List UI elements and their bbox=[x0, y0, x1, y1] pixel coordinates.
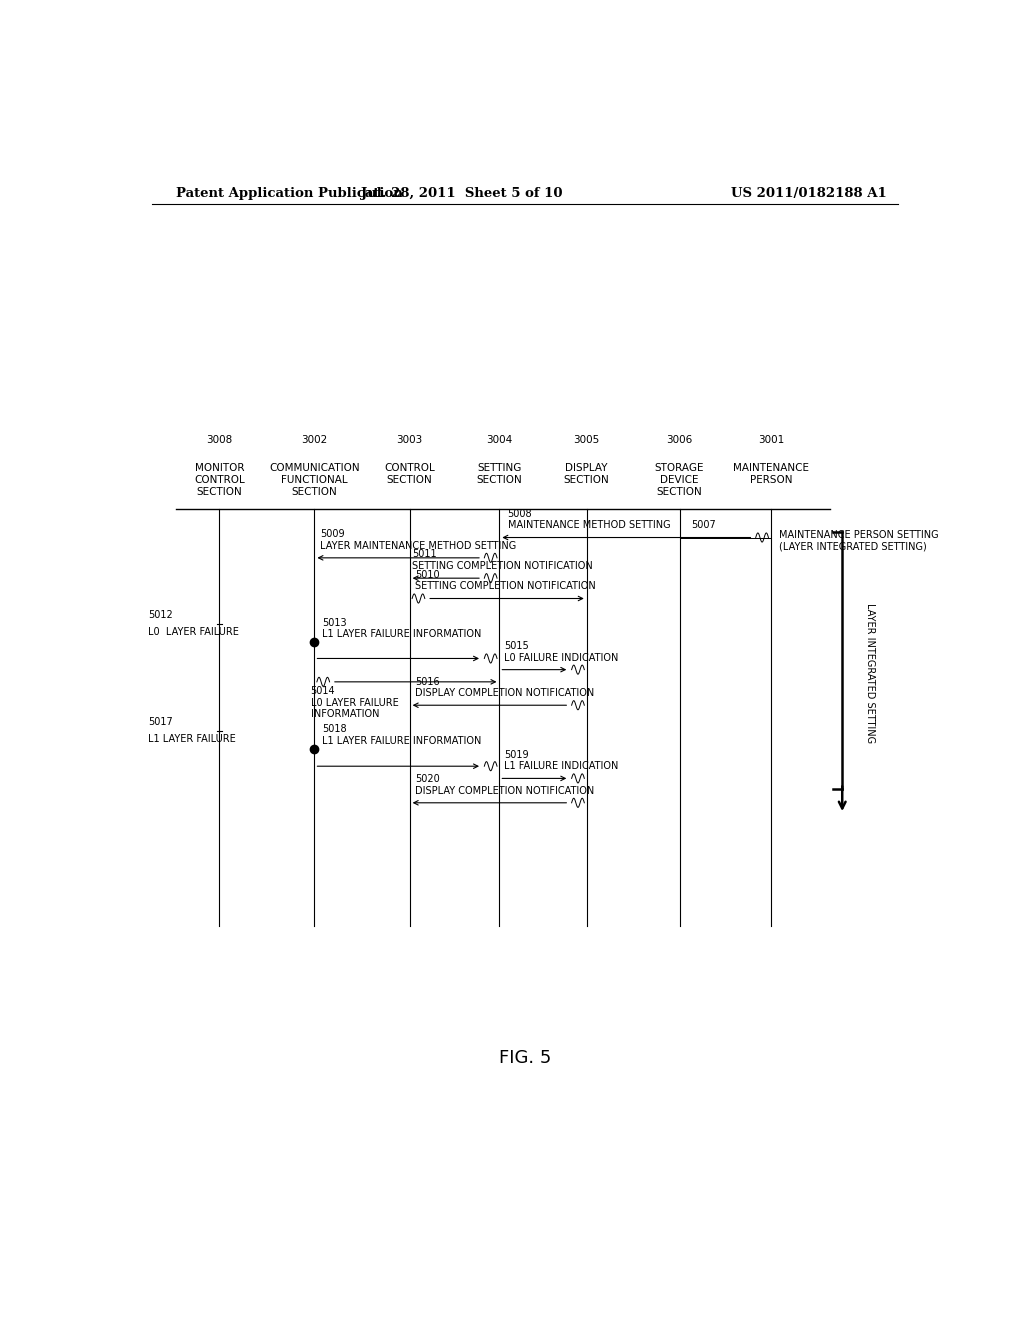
Text: 3002: 3002 bbox=[301, 436, 328, 445]
Text: 5018
L1 LAYER FAILURE INFORMATION: 5018 L1 LAYER FAILURE INFORMATION bbox=[323, 725, 482, 746]
Text: 3003: 3003 bbox=[396, 436, 423, 445]
Text: 3001: 3001 bbox=[758, 436, 784, 445]
Text: 3006: 3006 bbox=[667, 436, 692, 445]
Text: MONITOR
CONTROL
SECTION: MONITOR CONTROL SECTION bbox=[194, 463, 245, 496]
Text: 5010
SETTING COMPLETION NOTIFICATION: 5010 SETTING COMPLETION NOTIFICATION bbox=[415, 570, 596, 591]
Text: 5016
DISPLAY COMPLETION NOTIFICATION: 5016 DISPLAY COMPLETION NOTIFICATION bbox=[415, 677, 594, 698]
Text: 5011
SETTING COMPLETION NOTIFICATION: 5011 SETTING COMPLETION NOTIFICATION bbox=[413, 549, 593, 572]
Text: COMMUNICATION
FUNCTIONAL
SECTION: COMMUNICATION FUNCTIONAL SECTION bbox=[269, 463, 359, 496]
Text: 3008: 3008 bbox=[206, 436, 232, 445]
Text: 5019
L1 FAILURE INDICATION: 5019 L1 FAILURE INDICATION bbox=[504, 750, 618, 771]
Text: L0  LAYER FAILURE: L0 LAYER FAILURE bbox=[147, 627, 239, 638]
Text: FIG. 5: FIG. 5 bbox=[499, 1049, 551, 1067]
Text: 5013
L1 LAYER FAILURE INFORMATION: 5013 L1 LAYER FAILURE INFORMATION bbox=[323, 618, 482, 639]
Text: STORAGE
DEVICE
SECTION: STORAGE DEVICE SECTION bbox=[654, 463, 705, 496]
Text: CONTROL
SECTION: CONTROL SECTION bbox=[384, 463, 435, 484]
Text: Jul. 28, 2011  Sheet 5 of 10: Jul. 28, 2011 Sheet 5 of 10 bbox=[360, 187, 562, 201]
Text: SETTING
SECTION: SETTING SECTION bbox=[476, 463, 522, 484]
Text: 5020
DISPLAY COMPLETION NOTIFICATION: 5020 DISPLAY COMPLETION NOTIFICATION bbox=[415, 774, 594, 796]
Text: LAYER INTEGRATED SETTING: LAYER INTEGRATED SETTING bbox=[865, 603, 876, 743]
Text: Patent Application Publication: Patent Application Publication bbox=[176, 187, 402, 201]
Text: 5009
LAYER MAINTENANCE METHOD SETTING: 5009 LAYER MAINTENANCE METHOD SETTING bbox=[321, 529, 516, 550]
Text: 3004: 3004 bbox=[486, 436, 513, 445]
Text: 5017: 5017 bbox=[147, 717, 173, 726]
Text: 5015
L0 FAILURE INDICATION: 5015 L0 FAILURE INDICATION bbox=[504, 642, 618, 663]
Text: MAINTENANCE
PERSON: MAINTENANCE PERSON bbox=[733, 463, 809, 484]
Text: L1 LAYER FAILURE: L1 LAYER FAILURE bbox=[147, 734, 236, 743]
Text: DISPLAY
SECTION: DISPLAY SECTION bbox=[564, 463, 609, 484]
Text: 3005: 3005 bbox=[573, 436, 600, 445]
Text: US 2011/0182188 A1: US 2011/0182188 A1 bbox=[731, 187, 887, 201]
Text: MAINTENANCE PERSON SETTING
(LAYER INTEGRATED SETTING): MAINTENANCE PERSON SETTING (LAYER INTEGR… bbox=[779, 531, 938, 552]
Text: 5008
MAINTENANCE METHOD SETTING: 5008 MAINTENANCE METHOD SETTING bbox=[508, 508, 670, 531]
Text: 5007: 5007 bbox=[691, 520, 716, 531]
Text: 5012: 5012 bbox=[147, 610, 173, 620]
Text: 5014
L0 LAYER FAILURE
INFORMATION: 5014 L0 LAYER FAILURE INFORMATION bbox=[310, 686, 398, 719]
